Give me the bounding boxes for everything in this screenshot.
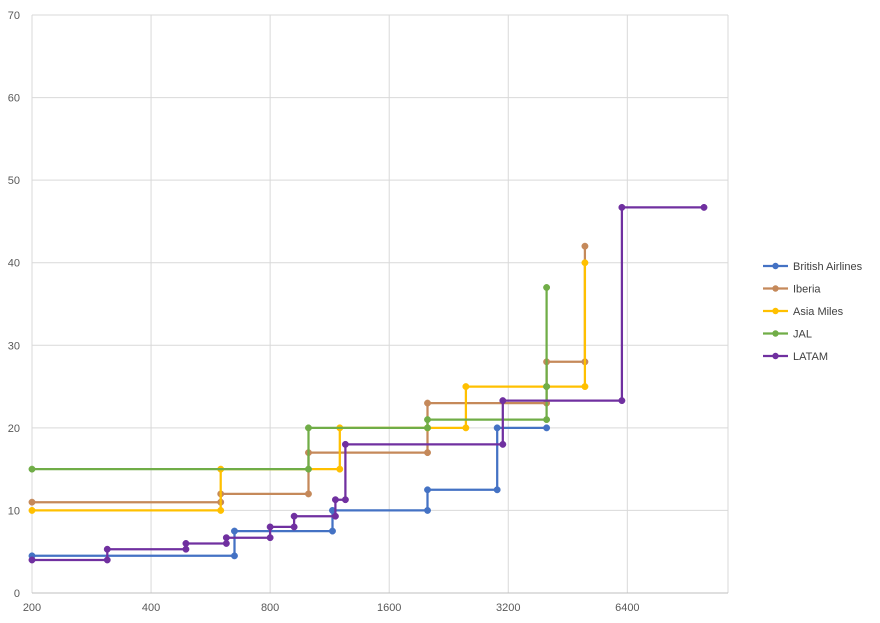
data-point-marker[interactable]: [499, 397, 507, 405]
data-point-marker[interactable]: [543, 284, 551, 291]
data-point-marker[interactable]: [618, 397, 626, 405]
y-tick-label: 70: [8, 10, 20, 22]
legend-swatch-marker: [772, 330, 779, 337]
data-point-marker[interactable]: [336, 465, 344, 473]
x-tick-label: 200: [23, 602, 41, 614]
y-tick-label: 0: [14, 588, 20, 600]
x-tick-label: 1600: [377, 602, 401, 614]
series-latam[interactable]: [28, 203, 708, 564]
y-tick-label: 30: [8, 340, 20, 352]
series-group: [28, 203, 708, 564]
legend-label: LATAM: [793, 351, 828, 363]
data-point-marker[interactable]: [28, 465, 36, 473]
legend-label: Asia Miles: [793, 306, 844, 318]
data-point-marker[interactable]: [543, 383, 551, 391]
y-tick-label: 10: [8, 505, 20, 517]
legend-label: British Airlines: [793, 261, 863, 273]
grid: [31, 14, 729, 594]
data-point-marker[interactable]: [493, 424, 501, 432]
data-point-marker[interactable]: [424, 506, 431, 514]
axes: 0 10 20 30 40 50 60 70 200 400 800 1600 3200 6400: [8, 10, 728, 614]
data-point-marker[interactable]: [493, 486, 501, 494]
data-point-marker[interactable]: [28, 498, 36, 506]
data-point-marker[interactable]: [341, 440, 349, 448]
legend-item[interactable]: Asia Miles: [763, 306, 844, 318]
y-tick-label: 60: [8, 93, 20, 105]
x-tick-label: 6400: [615, 602, 639, 614]
data-point-marker[interactable]: [305, 490, 312, 498]
data-point-marker[interactable]: [290, 512, 298, 520]
legend-swatch-marker: [772, 262, 779, 270]
y-tick-label: 20: [8, 423, 20, 435]
data-point-marker[interactable]: [543, 424, 551, 432]
x-tick-label: 400: [142, 602, 160, 614]
y-tick-label: 50: [8, 175, 20, 187]
data-point-marker[interactable]: [182, 540, 190, 547]
data-point-marker[interactable]: [700, 203, 708, 211]
data-point-marker[interactable]: [331, 496, 339, 504]
data-point-marker[interactable]: [329, 527, 336, 535]
data-point-marker[interactable]: [581, 242, 589, 250]
data-point-marker[interactable]: [305, 465, 312, 473]
series-line: [32, 426, 547, 557]
data-point-marker[interactable]: [217, 506, 225, 514]
data-point-marker[interactable]: [222, 534, 230, 542]
data-point-marker[interactable]: [499, 440, 507, 448]
data-point-marker[interactable]: [231, 552, 238, 560]
data-point-marker[interactable]: [462, 383, 470, 391]
x-tick-label: 800: [261, 602, 279, 614]
data-point-marker[interactable]: [231, 527, 238, 535]
legend-swatch-marker: [772, 352, 779, 360]
data-point-marker[interactable]: [182, 545, 190, 553]
legend-label: Iberia: [793, 284, 821, 296]
data-point-marker[interactable]: [543, 416, 551, 424]
data-point-marker[interactable]: [28, 556, 36, 564]
data-point-marker[interactable]: [28, 506, 36, 514]
x-tick-label: 3200: [496, 602, 520, 614]
data-point-marker[interactable]: [462, 424, 470, 432]
legend-item[interactable]: LATAM: [763, 351, 828, 363]
data-point-marker[interactable]: [618, 203, 626, 211]
data-point-marker[interactable]: [581, 259, 589, 267]
series-british-airlines[interactable]: [28, 424, 551, 560]
series-line: [32, 287, 548, 471]
data-point-marker[interactable]: [290, 523, 298, 531]
data-point-marker[interactable]: [266, 534, 274, 542]
data-point-marker[interactable]: [424, 416, 431, 424]
data-point-marker[interactable]: [305, 424, 312, 432]
legend-label: JAL: [793, 329, 812, 341]
data-point-marker[interactable]: [424, 449, 431, 457]
series-jal[interactable]: [28, 284, 551, 473]
legend-item[interactable]: JAL: [763, 329, 812, 341]
series-line: [32, 206, 704, 562]
data-point-marker[interactable]: [103, 556, 111, 564]
legend-item[interactable]: British Airlines: [763, 261, 863, 273]
data-point-marker[interactable]: [424, 399, 431, 407]
legend-item[interactable]: Iberia: [763, 284, 821, 296]
legend-swatch-marker: [772, 285, 779, 292]
legend-swatch-marker: [772, 307, 779, 315]
y-tick-label: 40: [8, 258, 20, 270]
data-point-marker[interactable]: [331, 512, 339, 520]
data-point-marker[interactable]: [581, 383, 589, 391]
data-point-marker[interactable]: [266, 523, 274, 531]
data-point-marker[interactable]: [424, 486, 431, 494]
data-point-marker[interactable]: [222, 540, 230, 547]
data-point-marker[interactable]: [103, 545, 111, 553]
legend[interactable]: British Airlines Iberia Asia Miles JAL LATAM: [763, 261, 863, 363]
data-point-marker[interactable]: [424, 424, 431, 432]
data-point-marker[interactable]: [341, 496, 349, 504]
